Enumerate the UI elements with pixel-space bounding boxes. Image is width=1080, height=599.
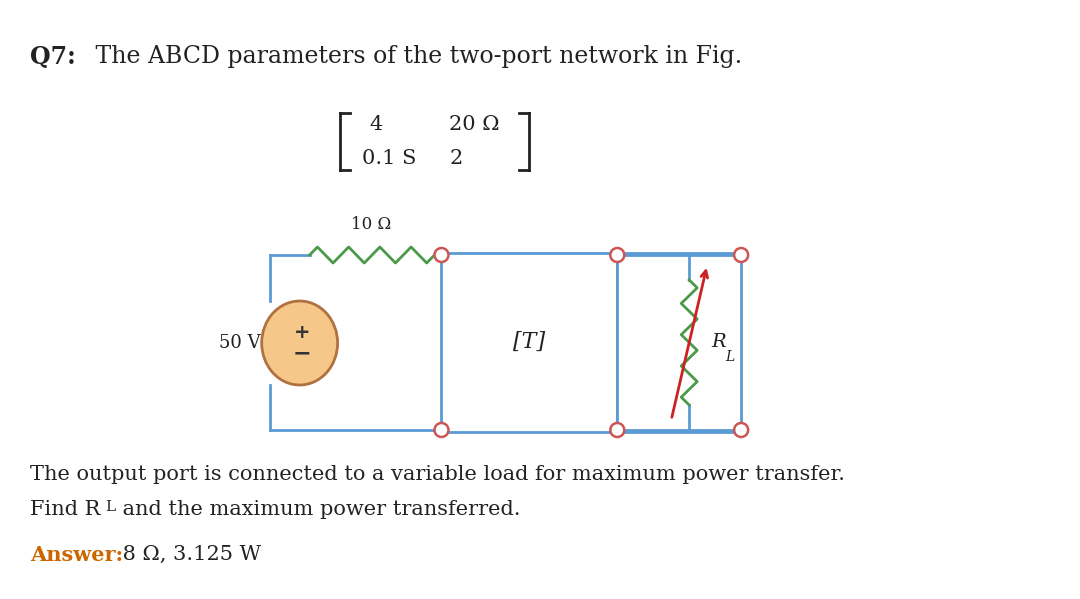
Text: [T]: [T] (513, 331, 545, 353)
Text: L: L (725, 350, 734, 364)
Circle shape (434, 248, 448, 262)
Text: The ABCD parameters of the two-port network in Fig.: The ABCD parameters of the two-port netw… (87, 45, 742, 68)
Text: +: + (294, 323, 310, 343)
Text: Find R: Find R (30, 500, 100, 519)
Text: 10 Ω: 10 Ω (351, 216, 392, 233)
Text: The output port is connected to a variable load for maximum power transfer.: The output port is connected to a variab… (30, 465, 845, 484)
Text: 2: 2 (449, 149, 462, 168)
Text: 4: 4 (369, 116, 382, 135)
Circle shape (434, 423, 448, 437)
Text: 8 Ω, 3.125 W: 8 Ω, 3.125 W (116, 545, 261, 564)
Ellipse shape (261, 301, 338, 385)
Text: R: R (711, 333, 726, 351)
Circle shape (610, 423, 624, 437)
FancyBboxPatch shape (618, 253, 741, 432)
Circle shape (734, 423, 748, 437)
Text: 0.1 S: 0.1 S (362, 149, 416, 168)
Text: 50 V: 50 V (219, 334, 260, 352)
Text: Answer:: Answer: (30, 545, 123, 565)
Text: 20 Ω: 20 Ω (449, 116, 500, 135)
Text: −: − (293, 343, 311, 363)
Circle shape (610, 248, 624, 262)
Text: and the maximum power transferred.: and the maximum power transferred. (116, 500, 521, 519)
Circle shape (734, 248, 748, 262)
Text: L: L (105, 500, 114, 514)
FancyBboxPatch shape (442, 253, 618, 432)
Text: Q7:: Q7: (30, 45, 76, 69)
